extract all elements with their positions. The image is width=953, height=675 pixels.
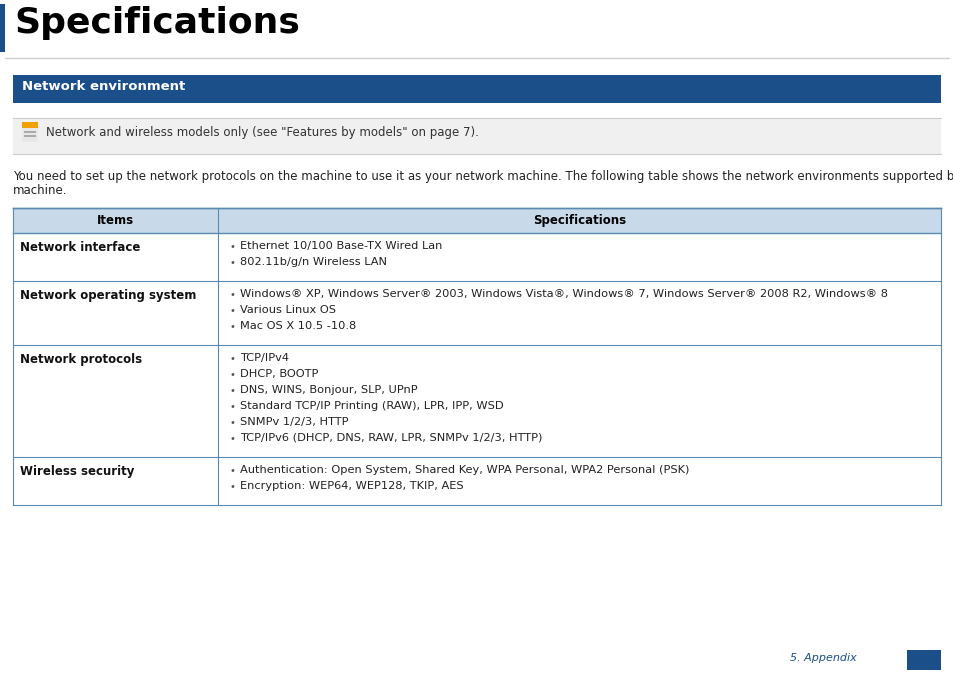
Text: Authentication: Open System, Shared Key, WPA Personal, WPA2 Personal (PSK): Authentication: Open System, Shared Key,… <box>240 465 689 475</box>
Text: machine.: machine. <box>13 184 68 197</box>
Text: Windows® XP, Windows Server® 2003, Windows Vista®, Windows® 7, Windows Server® 2: Windows® XP, Windows Server® 2003, Windo… <box>240 289 887 299</box>
Text: 5. Appendix: 5. Appendix <box>789 653 856 663</box>
Text: Network and wireless models only (see "Features by models" on page 7).: Network and wireless models only (see "F… <box>46 126 478 139</box>
Text: 802.11b/g/n Wireless LAN: 802.11b/g/n Wireless LAN <box>240 257 387 267</box>
Bar <box>13 281 940 345</box>
Text: You need to set up the network protocols on the machine to use it as your networ: You need to set up the network protocols… <box>13 170 953 183</box>
Text: Various Linux OS: Various Linux OS <box>240 305 335 315</box>
Text: TCP/IPv6 (DHCP, DNS, RAW, LPR, SNMPv 1/2/3, HTTP): TCP/IPv6 (DHCP, DNS, RAW, LPR, SNMPv 1/2… <box>240 433 542 443</box>
Text: Network interface: Network interface <box>20 241 140 254</box>
Bar <box>24 135 36 136</box>
Text: 121: 121 <box>910 637 936 651</box>
Text: •: • <box>230 306 235 316</box>
Text: •: • <box>230 354 235 364</box>
Bar <box>13 457 940 505</box>
Bar <box>0 4 5 52</box>
Text: Ethernet 10/100 Base-TX Wired Lan: Ethernet 10/100 Base-TX Wired Lan <box>240 241 442 251</box>
Text: •: • <box>230 242 235 252</box>
Text: •: • <box>230 482 235 492</box>
Text: Wireless security: Wireless security <box>20 465 134 478</box>
Text: DNS, WINS, Bonjour, SLP, UPnP: DNS, WINS, Bonjour, SLP, UPnP <box>240 385 417 395</box>
Text: •: • <box>230 370 235 380</box>
Bar <box>22 122 38 142</box>
Bar <box>13 208 940 233</box>
Bar <box>22 122 38 128</box>
Text: Specifications: Specifications <box>533 214 625 227</box>
Bar <box>13 118 940 154</box>
Text: •: • <box>230 402 235 412</box>
Text: Standard TCP/IP Printing (RAW), LPR, IPP, WSD: Standard TCP/IP Printing (RAW), LPR, IPP… <box>240 401 503 411</box>
Text: •: • <box>230 290 235 300</box>
Text: Items: Items <box>97 214 134 227</box>
Text: SNMPv 1/2/3, HTTP: SNMPv 1/2/3, HTTP <box>240 417 348 427</box>
Text: Encryption: WEP64, WEP128, TKIP, AES: Encryption: WEP64, WEP128, TKIP, AES <box>240 481 463 491</box>
Text: Network protocols: Network protocols <box>20 353 142 366</box>
Text: Mac OS X 10.5 -10.8: Mac OS X 10.5 -10.8 <box>240 321 355 331</box>
Text: DHCP, BOOTP: DHCP, BOOTP <box>240 369 318 379</box>
Bar <box>24 131 36 132</box>
Bar <box>13 75 940 103</box>
Text: •: • <box>230 434 235 444</box>
Text: •: • <box>230 386 235 396</box>
Text: Specifications: Specifications <box>14 6 299 40</box>
Bar <box>13 233 940 281</box>
Text: •: • <box>230 258 235 268</box>
Text: TCP/IPv4: TCP/IPv4 <box>240 353 289 363</box>
Text: Network operating system: Network operating system <box>20 289 196 302</box>
Bar <box>13 345 940 457</box>
Bar <box>906 650 940 670</box>
Text: •: • <box>230 418 235 428</box>
Text: Network environment: Network environment <box>22 80 185 93</box>
Text: •: • <box>230 322 235 332</box>
Text: •: • <box>230 466 235 476</box>
